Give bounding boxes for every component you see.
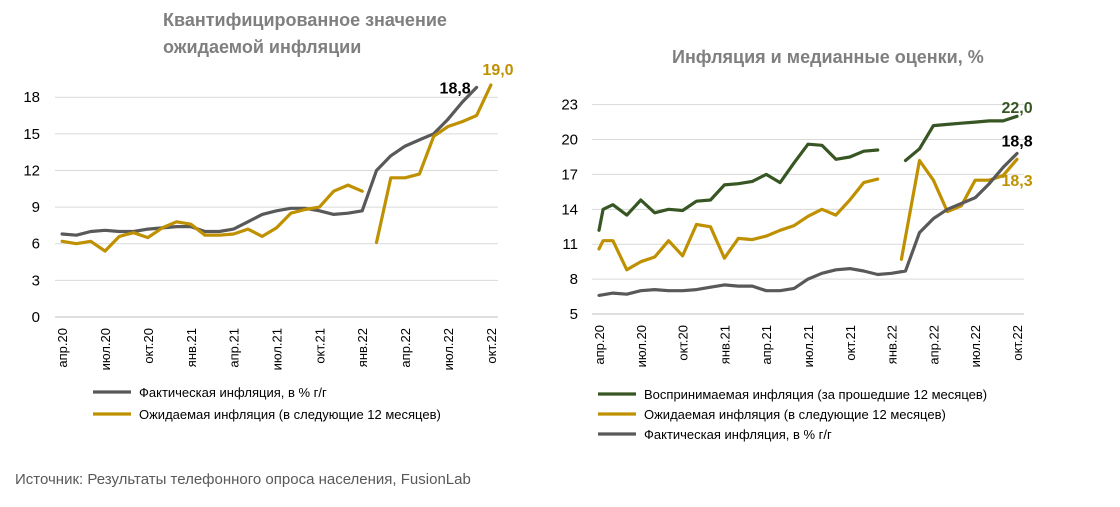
series-line — [374, 83, 493, 245]
y-tick-label: 9 — [32, 199, 40, 216]
y-tick-label: 18 — [23, 89, 40, 106]
x-tick-label: апр.21 — [227, 328, 242, 368]
left-chart-expected-inflation: Квантифицированное значение ожидаемой инф… — [23, 10, 513, 422]
chart-title: Квантифицированное значение — [163, 10, 447, 30]
y-tick-label: 6 — [32, 236, 40, 253]
x-tick-label: окт.22 — [1010, 325, 1025, 361]
right-chart-inflation-median-estimates: Инфляция и медианные оценки, % 5 8 11 14 17 20… — [561, 47, 1032, 442]
x-tick-label: апр.20 — [592, 325, 607, 365]
data-label: 18,8 — [440, 80, 471, 97]
legend-label: Воспринимаемая инфляция (за прошедшие 12… — [644, 387, 987, 402]
x-tick-label: июл.20 — [98, 328, 113, 370]
series-line — [60, 85, 479, 237]
y-tick-label: 0 — [32, 309, 40, 326]
legend-label: Ожидаемая инфляция (в следующие 12 месяц… — [644, 407, 946, 422]
x-tick-label: окт.22 — [484, 328, 499, 364]
x-tick-label: окт.20 — [141, 328, 156, 364]
data-label: 22,0 — [1001, 100, 1032, 117]
x-tick-label: апр.21 — [759, 325, 774, 365]
x-tick-label: июл.20 — [634, 325, 649, 367]
y-tick-label: 8 — [570, 271, 578, 288]
x-tick-label: апр.22 — [398, 328, 413, 368]
chart-title: Инфляция и медианные оценки, % — [672, 47, 984, 67]
series-line — [903, 114, 1019, 163]
x-tick-label: июл.22 — [441, 328, 456, 370]
y-tick-label: 20 — [561, 132, 578, 149]
series-line — [899, 157, 1019, 261]
y-tick-label: 5 — [570, 306, 578, 323]
legend-label: Фактическая инфляция, в % г/г — [644, 427, 832, 442]
y-tick-label: 12 — [23, 162, 40, 179]
source-note: Источник: Результаты телефонного опроса … — [15, 471, 471, 488]
series-line — [597, 151, 1019, 297]
x-tick-label: окт.21 — [312, 328, 327, 364]
x-tick-label: янв.21 — [717, 325, 732, 364]
y-tick-label: 11 — [562, 236, 578, 253]
series-line — [597, 177, 880, 272]
x-tick-label: апр.20 — [55, 328, 70, 368]
data-label: 19,0 — [482, 62, 513, 79]
series-line — [597, 142, 880, 232]
series-line — [60, 183, 364, 253]
x-tick-label: янв.22 — [355, 328, 370, 367]
x-tick-label: июл.22 — [968, 325, 983, 367]
x-tick-label: июл.21 — [270, 328, 285, 370]
chart-title: ожидаемой инфляции — [163, 37, 361, 57]
x-tick-label: июл.21 — [801, 325, 816, 367]
x-tick-label: янв.21 — [184, 328, 199, 367]
legend-label: Фактическая инфляция, в % г/г — [139, 385, 327, 400]
x-tick-label: окт.20 — [676, 325, 691, 361]
y-tick-label: 14 — [561, 201, 578, 218]
y-tick-label: 3 — [32, 272, 40, 289]
x-tick-label: апр.22 — [926, 325, 941, 365]
y-tick-label: 23 — [561, 97, 578, 114]
y-tick-label: 17 — [561, 166, 578, 183]
x-tick-label: окт.21 — [843, 325, 858, 361]
data-label: 18,3 — [1001, 173, 1032, 190]
legend-label: Ожидаемая инфляция (в следующие 12 месяц… — [139, 407, 441, 422]
x-tick-label: янв.22 — [885, 325, 900, 364]
y-tick-label: 15 — [23, 126, 40, 143]
data-label: 18,8 — [1001, 134, 1032, 151]
